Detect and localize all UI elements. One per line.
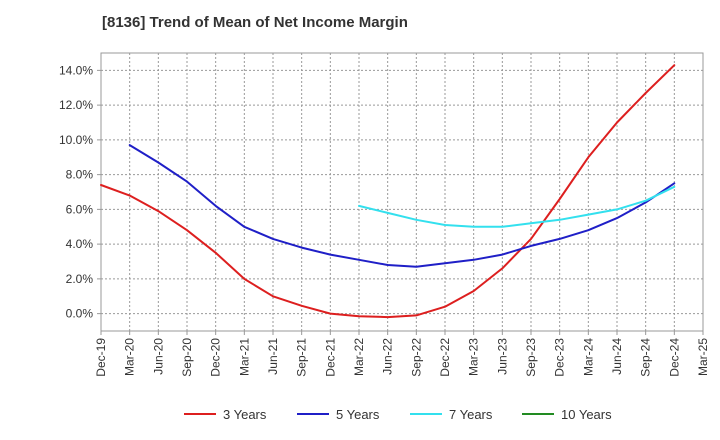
x-tick-label: Mar-21 (237, 338, 251, 376)
y-tick-label: 8.0% (66, 168, 94, 182)
x-tick-label: Jun-24 (610, 338, 624, 375)
legend-label: 7 Years (449, 407, 493, 422)
y-tick-label: 4.0% (66, 237, 94, 251)
x-tick-label: Mar-24 (581, 338, 595, 376)
series-line-7-years (358, 185, 676, 228)
y-tick-label: 6.0% (66, 202, 94, 216)
x-tick-label: Jun-22 (381, 338, 395, 375)
x-tick-label: Dec-21 (323, 338, 337, 377)
chart-title: [8136] Trend of Mean of Net Income Margi… (102, 14, 408, 31)
y-tick-label: 12.0% (59, 98, 93, 112)
x-tick-label: Jun-21 (266, 338, 280, 375)
x-tick-label: Dec-19 (94, 338, 108, 377)
y-tick-label: 10.0% (59, 133, 93, 147)
y-tick-label: 14.0% (59, 63, 93, 77)
y-tick-label: 2.0% (66, 272, 94, 286)
x-tick-label: Sep-23 (524, 338, 538, 377)
x-tick-label: Mar-25 (696, 338, 710, 376)
x-tick-label: Sep-22 (409, 338, 423, 377)
x-tick-label: Mar-20 (123, 338, 137, 376)
y-tick-label: 0.0% (66, 307, 94, 321)
legend-label: 3 Years (223, 407, 267, 422)
x-tick-label: Mar-22 (352, 338, 366, 376)
x-tick-label: Sep-24 (639, 338, 653, 377)
x-tick-label: Jun-23 (495, 338, 509, 375)
series-line-5-years (128, 144, 676, 268)
plot-area (100, 52, 704, 332)
series-line-3-years (100, 64, 676, 319)
legend-label: 5 Years (336, 407, 380, 422)
x-tick-label: Sep-21 (295, 338, 309, 377)
x-tick-label: Sep-20 (180, 338, 194, 377)
x-tick-label: Dec-22 (438, 338, 452, 377)
x-tick-label: Dec-23 (553, 338, 567, 377)
x-tick-label: Mar-23 (467, 338, 481, 376)
x-tick-label: Jun-20 (151, 338, 165, 375)
x-tick-label: Dec-20 (209, 338, 223, 377)
legend-label: 10 Years (561, 407, 612, 422)
x-tick-label: Dec-24 (667, 338, 681, 377)
